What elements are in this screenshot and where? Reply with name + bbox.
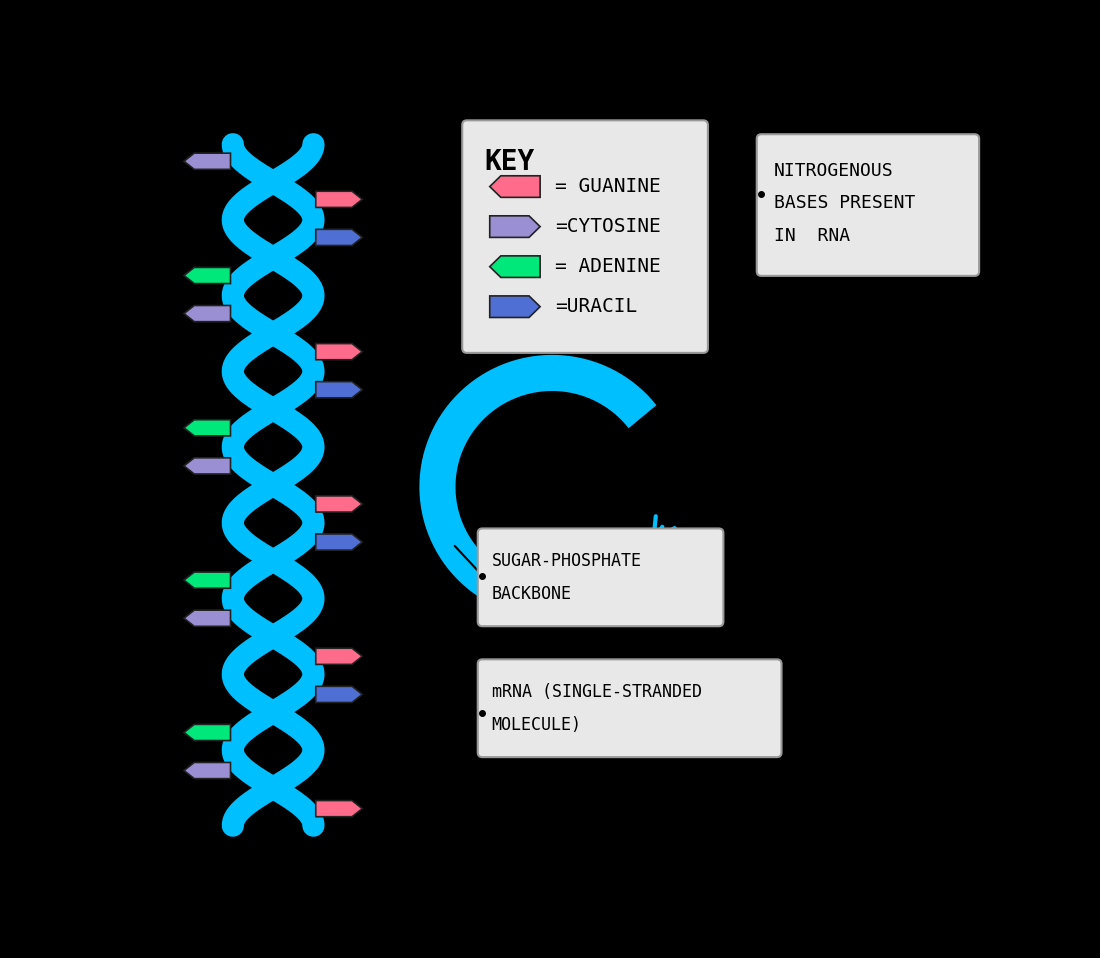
FancyBboxPatch shape: [757, 134, 979, 276]
Polygon shape: [184, 763, 231, 779]
Text: = ADENINE: = ADENINE: [556, 257, 661, 276]
Polygon shape: [184, 306, 231, 322]
Polygon shape: [316, 686, 362, 702]
Polygon shape: [316, 496, 362, 513]
Polygon shape: [184, 267, 231, 284]
Polygon shape: [316, 192, 362, 208]
Polygon shape: [184, 420, 231, 436]
Text: BASES PRESENT: BASES PRESENT: [773, 194, 915, 213]
Polygon shape: [316, 801, 362, 817]
Polygon shape: [316, 381, 362, 398]
Text: mRNA (SINGLE-STRANDED: mRNA (SINGLE-STRANDED: [492, 683, 702, 701]
Text: BACKBONE: BACKBONE: [492, 584, 572, 603]
Text: IN  RNA: IN RNA: [773, 227, 850, 244]
Polygon shape: [316, 649, 362, 665]
Polygon shape: [490, 296, 540, 317]
FancyBboxPatch shape: [462, 121, 708, 353]
Polygon shape: [184, 153, 231, 170]
Polygon shape: [316, 534, 362, 550]
FancyBboxPatch shape: [477, 529, 724, 627]
Polygon shape: [490, 175, 540, 197]
Text: SUGAR-PHOSPHATE: SUGAR-PHOSPHATE: [492, 553, 641, 570]
Text: KEY: KEY: [484, 148, 535, 176]
Text: =CYTOSINE: =CYTOSINE: [556, 217, 661, 236]
Text: NITROGENOUS: NITROGENOUS: [773, 162, 893, 180]
Text: MOLECULE): MOLECULE): [492, 716, 582, 734]
Polygon shape: [490, 256, 540, 278]
Polygon shape: [184, 458, 231, 474]
Polygon shape: [316, 344, 362, 360]
Polygon shape: [184, 572, 231, 588]
Text: = GUANINE: = GUANINE: [556, 177, 661, 196]
Text: =URACIL: =URACIL: [556, 297, 638, 316]
Polygon shape: [316, 229, 362, 245]
FancyBboxPatch shape: [477, 659, 781, 757]
Polygon shape: [184, 610, 231, 627]
Polygon shape: [184, 724, 231, 741]
Polygon shape: [490, 216, 540, 238]
